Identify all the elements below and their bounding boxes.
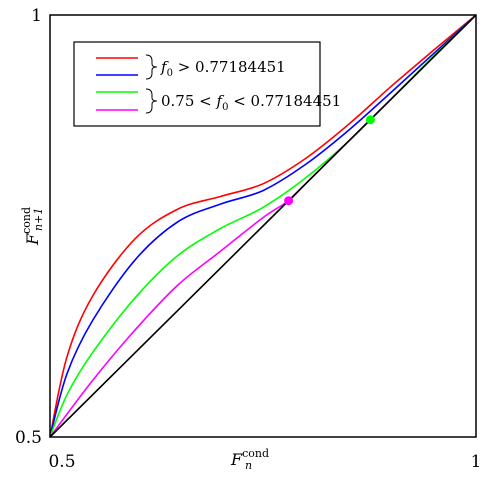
curves-layer: [49, 14, 477, 438]
legend-brace-bottom: [145, 88, 158, 114]
legend-label-top: f0 > 0.77184451: [160, 58, 286, 79]
x-axis-label: Fcond n: [230, 447, 269, 472]
fixed-point-green: [365, 115, 375, 125]
series-line-blue: [49, 14, 477, 438]
y-tick-bottom: 0.5: [15, 428, 42, 448]
legend-box: [73, 41, 321, 127]
y-tick-top: 1: [31, 6, 42, 26]
x-tick-right: 1: [471, 452, 482, 472]
fixed-point-magenta: [284, 196, 294, 206]
legend-brace-top: [145, 54, 158, 80]
series-line-red: [49, 14, 477, 438]
y-axis-label: Fcondn+1: [20, 207, 45, 246]
x-tick-left: 0.5: [48, 452, 75, 472]
plot-frame: [49, 14, 477, 438]
legend-label-bottom: 0.75 < f0 < 0.77184451: [161, 92, 341, 113]
legend: f0 > 0.77184451 0.75 < f0 < 0.77184451: [73, 41, 341, 127]
series-line-black: [49, 14, 477, 438]
markers-layer: [284, 115, 375, 206]
